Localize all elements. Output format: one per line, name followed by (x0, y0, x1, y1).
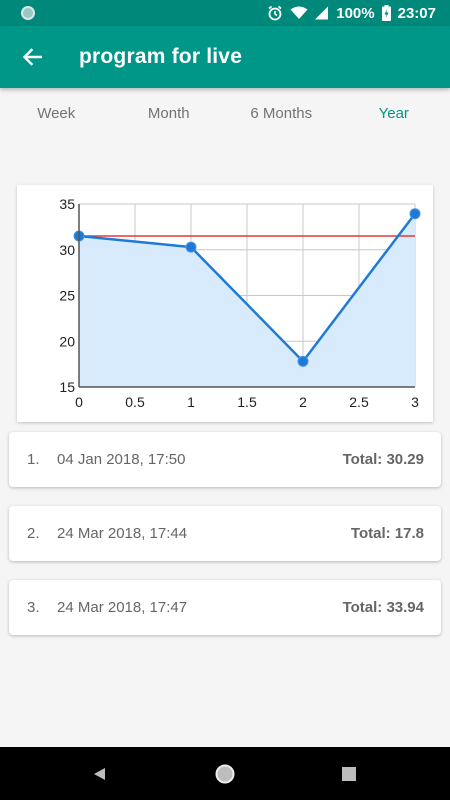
list-item[interactable]: 2. 24 Mar 2018, 17:44 Total: 17.8 (9, 506, 441, 561)
y-tick-label: 25 (59, 288, 75, 304)
chart-card: 0 0.5 1 1.5 2 2.5 3 15 20 25 30 35 (17, 185, 433, 422)
x-tick-label: 0.5 (125, 394, 145, 410)
arrow-left-icon (22, 48, 42, 66)
page-title: program for live (79, 45, 243, 68)
period-tabs: Week Month 6 Months Year (0, 88, 450, 140)
entry-date: 24 Mar 2018, 17:44 (57, 525, 188, 542)
entry-index: 3. (27, 599, 40, 616)
nav-home-button[interactable] (212, 761, 238, 787)
y-tick-label: 20 (59, 333, 75, 349)
wifi-icon (290, 6, 308, 20)
x-tick-label: 1 (187, 394, 195, 410)
app-bar: program for live (0, 26, 450, 88)
signal-icon (315, 6, 329, 20)
line-chart: 0 0.5 1 1.5 2 2.5 3 15 20 25 30 35 (59, 196, 421, 410)
entry-date: 04 Jan 2018, 17:50 (57, 451, 186, 468)
tab-week[interactable]: Week (37, 105, 76, 122)
battery-text: 100% (336, 4, 375, 22)
entry-total: Total: 17.8 (350, 525, 424, 542)
entry-total: Total: 33.94 (342, 599, 424, 616)
x-tick-label: 1.5 (237, 394, 257, 410)
tab-6-months[interactable]: 6 Months (250, 105, 313, 122)
x-tick-label: 2 (299, 394, 307, 410)
entry-index: 1. (27, 451, 40, 468)
area-fill (79, 213, 415, 387)
battery-charging-icon (381, 5, 391, 21)
entry-index: 2. (27, 525, 40, 542)
home-circle-icon (215, 764, 235, 784)
x-tick-label: 3 (411, 394, 419, 410)
system-nav-bar (0, 747, 450, 800)
data-point (409, 208, 421, 220)
status-bar: 100% 23:07 (0, 0, 450, 26)
data-point (185, 241, 197, 253)
status-icons: 100% 23:07 (267, 4, 436, 22)
y-tick-label: 30 (59, 242, 75, 258)
alarm-icon (267, 5, 283, 21)
recents-square-icon (342, 767, 356, 781)
tab-month[interactable]: Month (147, 105, 190, 122)
app-notification-icon (21, 6, 35, 20)
back-triangle-icon (94, 768, 105, 780)
x-tick-label: 0 (75, 394, 83, 410)
entry-date: 24 Mar 2018, 17:47 (57, 599, 188, 616)
tab-year[interactable]: Year (378, 105, 409, 122)
x-tick-label: 2.5 (349, 394, 369, 410)
series-line (78, 212, 416, 363)
list-item[interactable]: 3. 24 Mar 2018, 17:47 Total: 33.94 (9, 580, 441, 635)
y-tick-label: 15 (59, 379, 75, 395)
clock-time: 23:07 (397, 4, 436, 22)
nav-back-button[interactable] (87, 761, 113, 787)
back-button[interactable] (14, 39, 50, 75)
nav-recents-button[interactable] (336, 761, 362, 787)
list-item[interactable]: 1. 04 Jan 2018, 17:50 Total: 30.29 (9, 432, 441, 487)
entry-total: Total: 30.29 (342, 451, 424, 468)
y-tick-label: 35 (59, 196, 75, 212)
data-point (297, 355, 309, 367)
